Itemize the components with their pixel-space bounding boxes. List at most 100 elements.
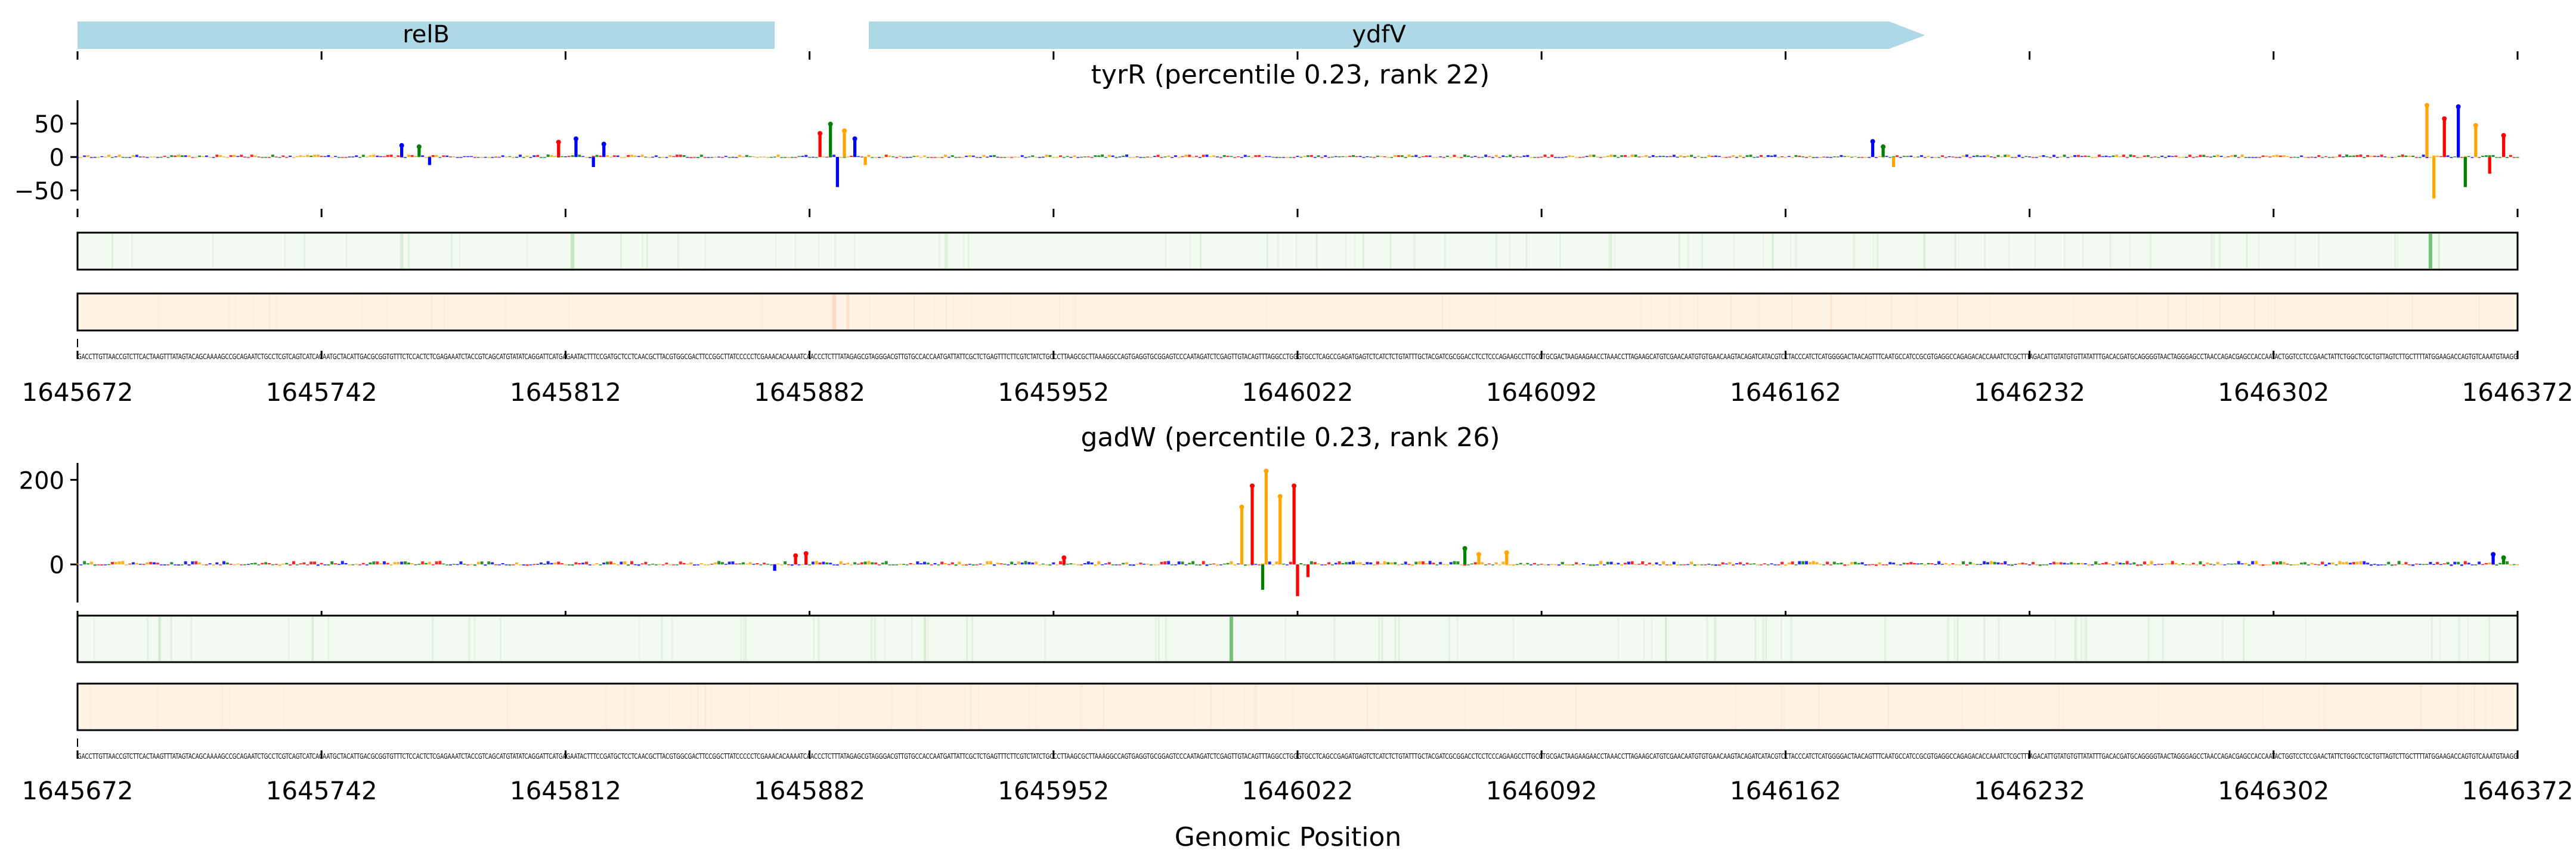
logo-letter [1766,155,1770,157]
logo-letter [940,561,944,565]
logo-letter [797,564,801,566]
logo-letter [1473,156,1477,157]
logo-letter [233,564,236,566]
logo-letter [2317,155,2321,157]
logo-letter [1128,564,1132,566]
logo-letter [899,564,902,565]
logo-letter [2439,156,2442,157]
logo-letter [404,561,407,565]
logo-letter [769,564,773,566]
logo-letter [787,157,791,158]
logo-letter [1498,564,1501,566]
green-heat-cell [1154,617,1157,661]
logo-letter [2188,564,2191,566]
logo-letter [2342,562,2345,565]
logo-letter [989,561,993,565]
logo-letter [508,564,512,566]
green-heat-cell [2218,234,2221,268]
logo-letter [856,563,860,565]
logo-letter [2160,564,2164,565]
logo-letter [1909,562,1913,565]
logo-letter [2185,564,2188,566]
logo-letter [2425,157,2429,159]
green-heat-cell [1512,617,1515,661]
logo-letter [2171,156,2174,157]
logo-letter [1118,564,1122,566]
logo-letter [1832,561,1836,565]
logo-letter [205,155,208,157]
green-heat-cell [1678,234,1680,268]
orange-heat-cell [1035,685,1038,729]
logo-letter [309,561,313,565]
logo-letter [1617,157,1620,158]
logo-letter [2512,564,2516,566]
logo-letter [1958,157,1962,158]
logo-letter [965,564,968,566]
logo-letter [1191,561,1195,565]
logo-letter [1212,563,1216,565]
logo-letter [1296,156,1299,157]
logo-letter [1637,564,1641,565]
logo-letter [2108,563,2111,565]
logo-letter [710,564,714,565]
green-heat-cell [2295,234,2297,268]
green-heat-cell [1984,234,1986,268]
logo-letter [2334,156,2338,158]
logo-letter [1742,157,1745,158]
green-heat-cell [1496,234,1498,268]
logo-letter [2491,564,2495,566]
green-heat-cell [287,617,290,661]
logo-letter [1648,563,1651,565]
logo-letter [1770,563,1773,565]
logo-letter [159,564,163,566]
logo-letter [2408,155,2411,157]
logo-letter [1247,156,1250,157]
logo-letter [937,564,940,566]
logo-letter [699,563,703,565]
logo-letter [595,155,599,157]
logo-letter [417,564,421,565]
logo-letter [567,564,571,566]
logo-letter [191,561,194,565]
logo-letter [1592,155,1596,157]
logo-letter [2101,156,2104,157]
logo-letter [1853,561,1857,565]
logo-letter [1543,155,1547,157]
logo-letter [1561,562,1564,565]
logo-letter [163,564,166,566]
logo-letter [839,157,843,158]
logo-letter [532,155,536,157]
logo-letter [2268,156,2272,157]
logo-letter [1421,561,1425,565]
logo-letter [1878,156,1881,157]
logo-letter [264,562,268,565]
logo-letter [1530,564,1533,566]
logo-letter [104,156,107,158]
logo-letter [2380,564,2383,566]
green-heat-cell [2076,617,2078,661]
logo-peak-cap [803,551,809,556]
logo-letter [215,155,219,157]
logo-letter [400,156,404,158]
logo-letter [1449,562,1453,565]
logo-letter [1313,157,1317,158]
logo-letter [926,563,930,565]
logo-letter [1874,564,1878,566]
logo-letter [1491,564,1494,566]
orange-heat-cell [913,295,915,329]
x-axis-label: Genomic Position [1175,822,1402,852]
logo-letter [518,564,522,566]
logo-letter [1456,157,1460,158]
orange-heat-cell [624,685,626,729]
logo-peak [574,137,578,157]
logo-letter [2087,564,2091,566]
logo-letter [1787,156,1791,157]
logo-letter [2028,156,2032,157]
logo-letter [1038,564,1041,566]
green-heat-cell [1998,617,2000,661]
logo-letter [1753,563,1756,565]
logo-letter [334,156,338,157]
green-heat-cell [2147,617,2150,661]
logo-letter [313,155,316,157]
